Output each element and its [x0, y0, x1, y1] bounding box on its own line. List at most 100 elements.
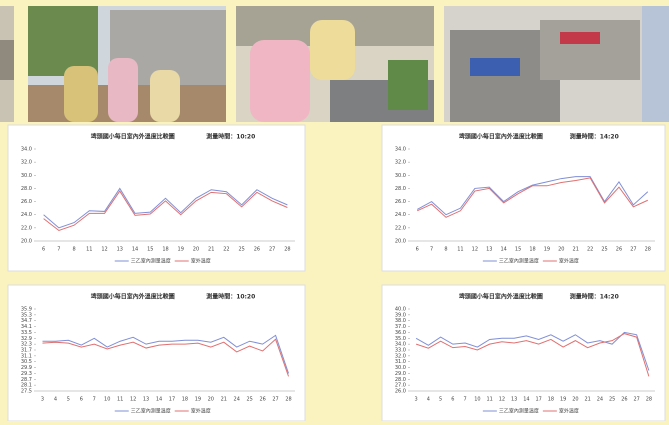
- y-tick-label: 38.0: [395, 318, 406, 324]
- y-tick-label: 29.9: [21, 365, 32, 371]
- photo-4: [444, 6, 669, 122]
- x-tick-label: 12: [101, 247, 107, 253]
- x-tick-label: 18: [529, 247, 535, 253]
- series-line: [415, 331, 650, 371]
- x-tick-label: 28: [285, 397, 291, 403]
- x-tick-label: 3: [41, 397, 44, 403]
- y-tick-label: 20.0: [395, 239, 406, 245]
- x-tick-label: 12: [499, 397, 505, 403]
- chart-panel: 埤頭國小每日室內外溫度比較圖 測量時間：10:20 27.528.128.729.3…: [7, 284, 306, 422]
- x-tick-label: 11: [86, 247, 92, 253]
- x-tick-label: 6: [416, 247, 419, 253]
- x-tick-label: 7: [57, 247, 60, 253]
- y-tick-label: 22.0: [21, 225, 32, 231]
- y-tick-label: 24.0: [395, 212, 406, 218]
- x-tick-label: 8: [444, 247, 447, 253]
- x-tick-label: 20: [193, 247, 199, 253]
- x-tick-label: 18: [162, 247, 168, 253]
- series-line: [42, 334, 289, 374]
- x-tick-label: 7: [464, 397, 467, 403]
- x-tick-label: 19: [560, 397, 566, 403]
- y-tick-label: 30.0: [21, 173, 32, 179]
- chart-panel: 埤頭國小每日室內外溫度比較圖 測量時間：10:20 20.0 22.0 24.0 26.0…: [7, 124, 306, 272]
- x-tick-label: 8: [72, 247, 75, 253]
- y-tick-label: 35.3: [21, 312, 32, 318]
- y-tick-label: 32.0: [395, 160, 406, 166]
- y-tick-label: 32.3: [21, 342, 32, 348]
- y-tick-label: 28.1: [21, 383, 32, 389]
- y-tick-label: 35.9: [21, 307, 32, 313]
- series-line: [415, 333, 650, 377]
- chart-title: 埤頭國小每日室內外溫度比較圖: [91, 293, 175, 301]
- chart-subtitle: 測量時間：10:20: [206, 293, 255, 301]
- series-line: [42, 338, 289, 377]
- panel-bg: [7, 284, 306, 422]
- x-tick-label: 27: [269, 247, 275, 253]
- panel-bg: [381, 284, 666, 422]
- x-tick-label: 14: [132, 247, 138, 253]
- photo-1: [0, 6, 14, 122]
- legend-label: 室外溫度: [191, 258, 211, 265]
- chart-subtitle: 測量時間：14:20: [570, 133, 619, 141]
- x-tick-label: 28: [284, 247, 290, 253]
- x-tick-label: 5: [67, 397, 70, 403]
- y-tick-label: 36.0: [395, 330, 406, 336]
- y-tick-label: 34.0: [395, 147, 406, 153]
- series-line: [416, 176, 649, 216]
- y-tick-label: 31.0: [395, 359, 406, 365]
- x-tick-label: 18: [182, 397, 188, 403]
- y-tick-label: 28.0: [395, 186, 406, 192]
- x-tick-label: 19: [544, 247, 550, 253]
- x-tick-label: 28: [646, 397, 652, 403]
- y-tick-label: 30.0: [395, 365, 406, 371]
- x-tick-label: 10: [474, 397, 480, 403]
- y-tick-label: 26.0: [395, 199, 406, 205]
- x-tick-label: 11: [486, 397, 492, 403]
- x-tick-label: 13: [511, 397, 517, 403]
- y-tick-label: 27.5: [21, 389, 32, 395]
- y-tick-label: 33.5: [21, 330, 32, 336]
- chart-title: 埤頭國小每日室內外溫度比較圖: [459, 133, 543, 141]
- x-tick-label: 14: [156, 397, 162, 403]
- y-tick-label: 39.0: [395, 312, 406, 318]
- x-tick-label: 26: [616, 247, 622, 253]
- x-tick-label: 4: [427, 397, 430, 403]
- x-tick-label: 24: [597, 397, 603, 403]
- photo-3: [236, 6, 434, 122]
- x-tick-label: 26: [259, 397, 265, 403]
- x-tick-label: 21: [208, 247, 214, 253]
- chart-panel: 埤頭國小每日室內外溫度比較圖 測量時間：14:20 20.0 22.0 24.0 26.0…: [381, 124, 666, 272]
- x-tick-label: 6: [451, 397, 454, 403]
- x-tick-label: 13: [117, 247, 123, 253]
- chart-subtitle: 測量時間：14:20: [570, 293, 619, 301]
- y-tick-label: 34.1: [21, 324, 32, 330]
- y-tick-label: 33.0: [395, 348, 406, 354]
- x-tick-label: 20: [558, 247, 564, 253]
- x-tick-label: 7: [93, 397, 96, 403]
- y-tick-label: 37.0: [395, 324, 406, 330]
- panel-bg: [7, 124, 306, 272]
- legend-label: 室外溫度: [559, 408, 579, 415]
- x-tick-label: 27: [272, 397, 278, 403]
- x-tick-label: 12: [130, 397, 136, 403]
- x-tick-label: 25: [238, 247, 244, 253]
- series-line: [43, 187, 288, 229]
- x-tick-label: 10: [104, 397, 110, 403]
- x-tick-label: 27: [630, 247, 636, 253]
- x-tick-label: 21: [584, 397, 590, 403]
- legend-label: 三乙室內測量溫度: [131, 408, 171, 415]
- y-tick-label: 29.3: [21, 371, 32, 377]
- y-tick-label: 30.5: [21, 359, 32, 365]
- legend-label: 室外溫度: [559, 258, 579, 265]
- x-tick-label: 13: [486, 247, 492, 253]
- y-tick-label: 30.0: [395, 173, 406, 179]
- y-tick-label: 22.0: [395, 225, 406, 231]
- x-tick-label: 19: [178, 247, 184, 253]
- x-tick-label: 19: [195, 397, 201, 403]
- y-tick-label: 26.0: [21, 199, 32, 205]
- y-tick-label: 26.0: [395, 389, 406, 395]
- y-tick-label: 28.0: [21, 186, 32, 192]
- x-tick-label: 5: [439, 397, 442, 403]
